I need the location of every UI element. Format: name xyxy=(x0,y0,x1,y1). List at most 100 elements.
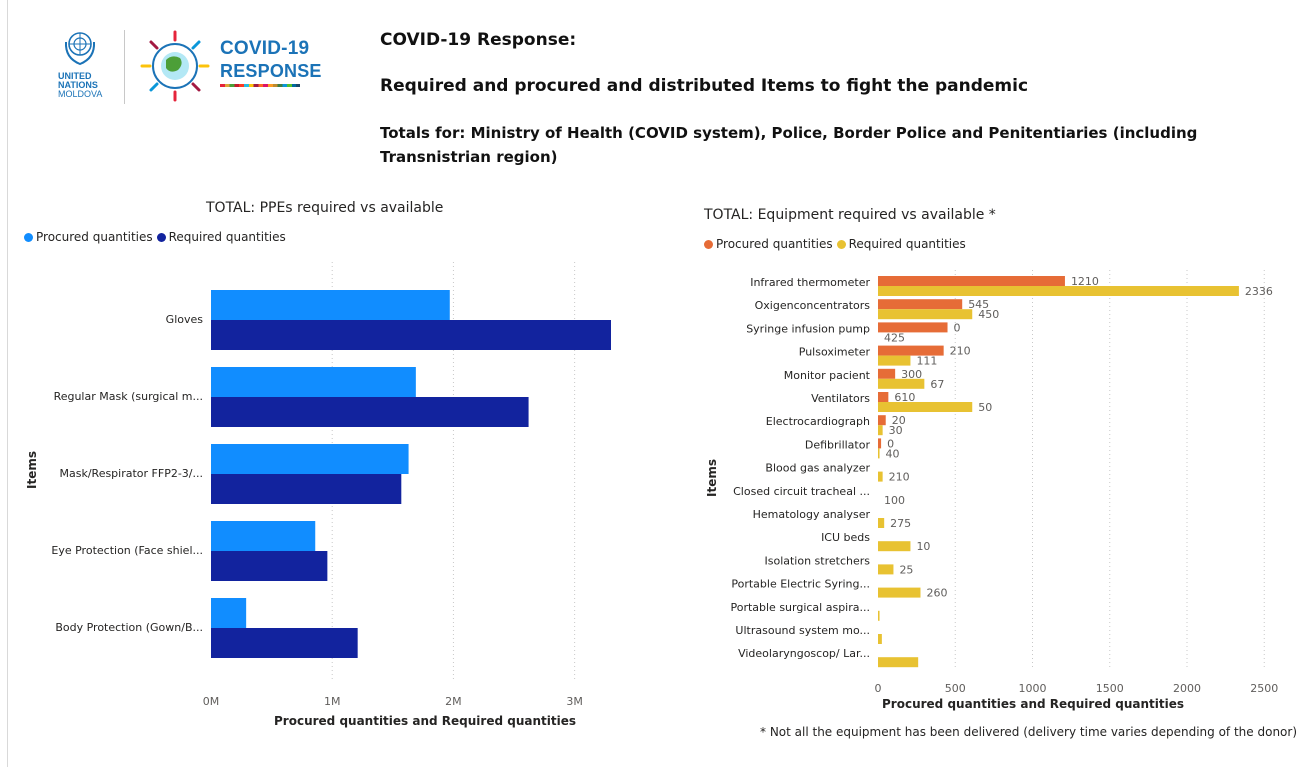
bar-procured xyxy=(878,368,896,379)
category-label: Pulsoximeter xyxy=(799,346,871,359)
category-label: Eye Protection (Face shiel... xyxy=(51,544,203,557)
legend-dot-required xyxy=(156,232,166,242)
category-label: Electrocardiograph xyxy=(766,415,870,428)
legend-item-procured[interactable]: Procured quantities xyxy=(704,237,833,251)
category-label: Oxigenconcentrators xyxy=(755,299,871,312)
equipment-chart-legend: Procured quantities Required quantities xyxy=(704,237,970,251)
bar-required xyxy=(878,541,911,552)
bar-required xyxy=(878,402,973,412)
bar-procured xyxy=(211,367,416,397)
bar-procured xyxy=(878,438,882,449)
data-label: 0 xyxy=(954,321,961,334)
x-tick-label: 3M xyxy=(566,695,583,708)
bar-required xyxy=(878,355,911,366)
bar-required xyxy=(211,474,402,504)
bar-procured xyxy=(211,521,316,551)
x-axis-title: Procured quantities and Required quantit… xyxy=(882,697,1184,711)
bar-procured xyxy=(211,290,450,320)
bar-required xyxy=(878,518,885,528)
bar-required xyxy=(878,471,883,482)
category-label: Videolaryngoscop/ Lar... xyxy=(738,647,870,660)
x-tick-label: 0M xyxy=(203,695,220,708)
totals-description: Totals for: Ministry of Health (COVID sy… xyxy=(380,124,1198,166)
data-label: 0 xyxy=(887,437,894,450)
data-label: 30 xyxy=(889,424,903,437)
category-label: Defibrillator xyxy=(805,438,871,451)
bar-required xyxy=(211,397,529,427)
data-label: 50 xyxy=(978,401,992,414)
data-label: 2336 xyxy=(1245,285,1273,298)
bar-procured xyxy=(878,345,944,356)
x-tick-label: 2000 xyxy=(1173,682,1201,695)
category-label: Closed circuit tracheal ... xyxy=(733,485,870,498)
data-label: 210 xyxy=(889,471,910,484)
legend-label-procured: Procured quantities xyxy=(36,230,153,244)
x-tick-label: 500 xyxy=(945,682,966,695)
bar-required xyxy=(211,628,358,658)
un-logo-text: UNITED NATIONS MOLDOVA xyxy=(58,71,103,99)
bar-procured xyxy=(878,415,886,426)
bar-required xyxy=(878,564,894,575)
bar-procured xyxy=(211,444,409,474)
data-label: 25 xyxy=(899,563,913,576)
legend-label-required: Required quantities xyxy=(848,237,966,251)
bar-required xyxy=(878,378,925,389)
left-border xyxy=(7,0,8,767)
legend-label-procured: Procured quantities xyxy=(716,237,833,251)
category-label: Monitor pacient xyxy=(784,369,871,382)
y-axis-title: Items xyxy=(705,459,719,497)
legend-label-required: Required quantities xyxy=(168,230,286,244)
un-emblem-icon xyxy=(64,32,96,66)
bar-required xyxy=(878,610,880,621)
bar-procured xyxy=(878,322,948,333)
x-axis-title: Procured quantities and Required quantit… xyxy=(274,714,576,728)
category-label: ICU beds xyxy=(821,531,870,544)
bar-procured xyxy=(878,276,1065,286)
bar-procured xyxy=(211,598,247,628)
ppe-chart-legend: Procured quantities Required quantities xyxy=(24,230,290,244)
data-label: 450 xyxy=(978,308,999,321)
data-label: 425 xyxy=(884,331,905,344)
equipment-chart-title: TOTAL: Equipment required vs available * xyxy=(704,207,996,223)
bar-procured xyxy=(878,392,889,402)
x-tick-label: 2500 xyxy=(1250,682,1278,695)
legend-dot-required xyxy=(836,239,846,249)
logo-divider xyxy=(124,30,125,104)
bar-required xyxy=(878,448,880,459)
x-tick-label: 1M xyxy=(324,695,341,708)
equipment-footnote: * Not all the equipment has been deliver… xyxy=(760,725,1297,739)
category-label: Portable surgical aspira... xyxy=(730,601,870,614)
legend-dot-procured xyxy=(704,239,713,249)
data-label: 300 xyxy=(901,368,922,381)
data-label: 275 xyxy=(890,517,911,530)
data-label: 20 xyxy=(892,414,906,427)
covid-response-logo-text: COVID-19 RESPONSE xyxy=(220,38,322,81)
bar-required xyxy=(211,551,328,581)
category-label: Regular Mask (surgical m... xyxy=(54,390,203,403)
legend-item-required[interactable]: Required quantities xyxy=(156,230,286,244)
legend-item-required[interactable]: Required quantities xyxy=(836,237,966,251)
category-label: Blood gas analyzer xyxy=(765,462,870,475)
bar-procured xyxy=(878,299,963,310)
category-label: Infrared thermometer xyxy=(750,276,870,289)
legend-item-procured[interactable]: Procured quantities xyxy=(24,230,153,244)
data-label: 40 xyxy=(886,447,900,460)
data-label: 100 xyxy=(884,494,905,507)
data-label: 67 xyxy=(930,378,944,391)
x-tick-label: 1500 xyxy=(1096,682,1124,695)
data-label: 210 xyxy=(950,345,971,358)
bar-required xyxy=(878,587,921,598)
category-label: Mask/Respirator FFP2-3/... xyxy=(60,467,204,480)
data-label: 111 xyxy=(916,355,937,368)
category-label: Hematology analyser xyxy=(753,508,871,521)
bar-required xyxy=(878,634,882,644)
x-tick-label: 2M xyxy=(445,695,462,708)
data-label: 10 xyxy=(916,540,930,553)
data-label: 545 xyxy=(968,298,989,311)
category-label: Syringe infusion pump xyxy=(746,322,870,335)
ppe-bar-chart: 0M 1M 2M 3M Gloves Regular Mask (surgical m..… xyxy=(25,262,611,728)
sdg-color-strip xyxy=(220,84,300,87)
data-label: 260 xyxy=(926,587,947,600)
category-label: Isolation stretchers xyxy=(764,554,870,567)
